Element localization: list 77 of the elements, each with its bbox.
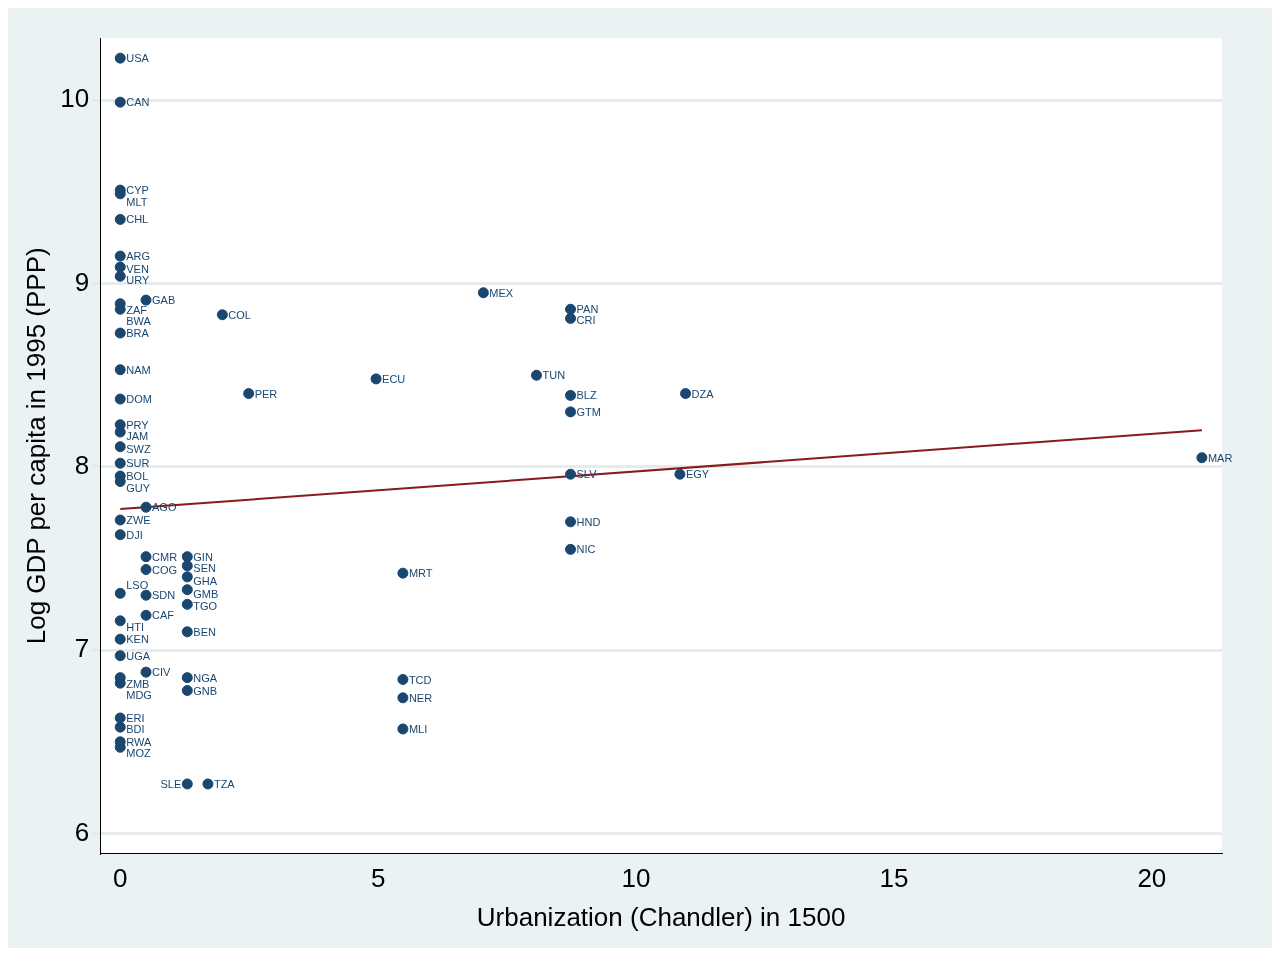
data-label: DOM [126, 393, 152, 406]
data-label: CIV [152, 666, 172, 679]
data-label: TGO [193, 600, 218, 613]
data-label: NGA [193, 671, 218, 684]
x-axis-title: Urbanization (Chandler) in 1500 [476, 901, 846, 932]
y-tick-label: 10 [60, 83, 90, 114]
data-label: BDI [126, 723, 145, 736]
x-tick-label: 0 [113, 863, 128, 894]
data-label: GMB [193, 587, 219, 600]
data-label: ECU [382, 372, 406, 385]
x-tick-label: 20 [1137, 863, 1167, 894]
data-label: CHL [126, 213, 149, 226]
data-label: CYP [126, 184, 149, 197]
data-label: TUN [542, 369, 566, 382]
data-label: ZAF [126, 303, 148, 316]
data-label: MLI [408, 723, 428, 735]
data-label: BEN [193, 625, 216, 638]
data-label: SDN [152, 589, 176, 602]
data-label: ZMB [126, 677, 150, 690]
data-label: COG [152, 563, 178, 576]
data-label: CAN [126, 96, 150, 109]
data-label: SLE [160, 777, 182, 790]
data-label: CAF [152, 609, 175, 622]
data-label: TCD [408, 673, 432, 686]
data-label: URY [126, 274, 150, 287]
data-label: GUY [126, 481, 151, 494]
data-label: PRY [126, 418, 150, 431]
data-label: MOZ [126, 747, 151, 760]
data-label: USA [126, 52, 150, 65]
data-label: TZA [213, 777, 236, 790]
y-axis-title: Log GDP per capita in 1995 (PPP) [20, 247, 51, 645]
data-label: SUR [126, 457, 150, 470]
data-label: KEN [126, 633, 149, 646]
data-label: DJI [126, 528, 143, 541]
data-label: CRI [576, 314, 596, 327]
data-label: JAM [126, 430, 149, 443]
data-label: NIC [576, 543, 596, 556]
data-label: MDG [126, 689, 152, 702]
data-label: ZWE [126, 514, 151, 527]
data-label: RWA [126, 735, 152, 748]
data-label: GIN [193, 550, 213, 563]
data-label: PER [254, 387, 278, 400]
data-label: GAB [152, 294, 176, 307]
data-label: DZA [691, 387, 715, 400]
data-label: GTM [576, 405, 601, 418]
data-label: LSO [126, 579, 149, 592]
x-tick-label: 10 [621, 863, 651, 894]
data-label: CMR [152, 550, 178, 563]
data-label: BWA [126, 315, 152, 328]
data-label: EGY [685, 468, 710, 481]
data-label: MLT [126, 195, 148, 208]
data-label: UGA [126, 649, 151, 662]
data-label: VEN [126, 263, 149, 276]
data-label: BOL [126, 470, 149, 483]
data-label: ARG [126, 250, 151, 263]
data-label: GHA [193, 574, 218, 587]
data-label: HTI [126, 620, 144, 633]
y-tick-label: 6 [74, 816, 90, 847]
data-label: MAR [1207, 451, 1233, 464]
data-label: MRT [408, 567, 433, 580]
data-label: BRA [126, 327, 150, 340]
y-tick-label: 8 [74, 450, 90, 481]
y-tick-label: 9 [74, 266, 90, 297]
data-label: NER [408, 691, 433, 704]
data-label: HND [576, 515, 601, 528]
y-tick-label: 7 [74, 633, 90, 664]
data-label: MEX [489, 286, 514, 299]
data-label: BLZ [576, 389, 597, 402]
data-label: ERI [126, 712, 145, 724]
x-tick-label: 5 [370, 863, 386, 894]
x-tick-label: 15 [879, 863, 909, 894]
data-label: SEN [193, 561, 216, 574]
data-label: PAN [576, 303, 599, 316]
data-label: COL [228, 308, 251, 321]
data-label: GNB [193, 684, 218, 697]
data-label: SWZ [126, 442, 151, 455]
data-label: NAM [126, 363, 151, 376]
